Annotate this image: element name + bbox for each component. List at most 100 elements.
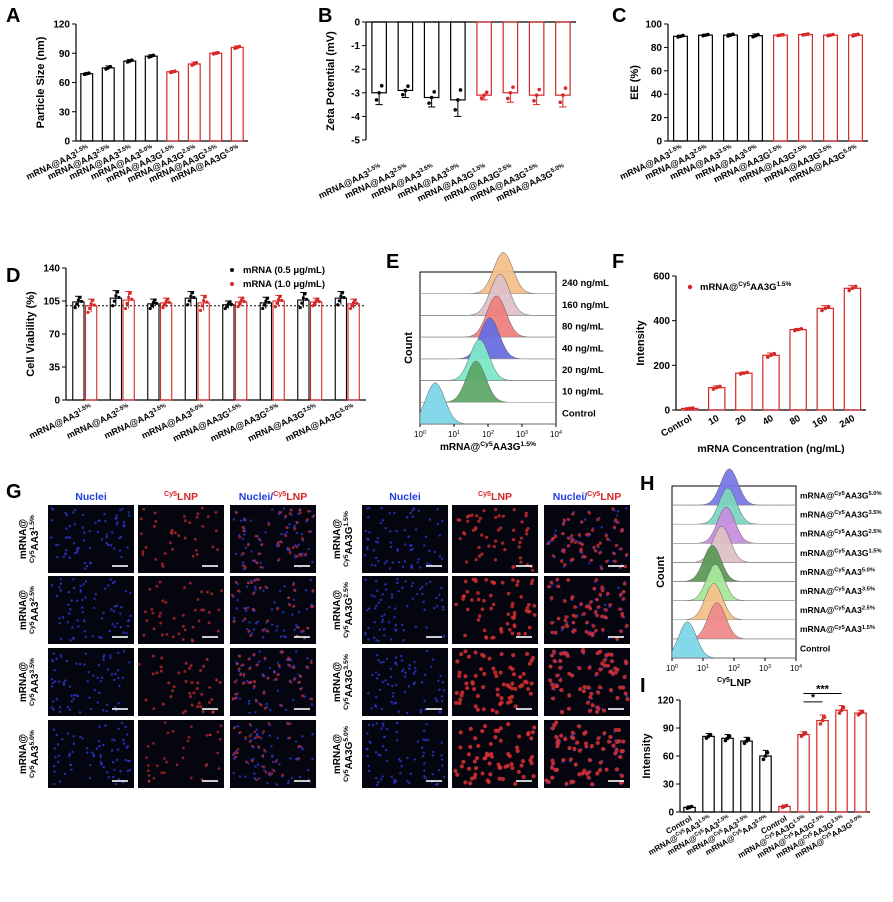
data-point: [115, 290, 120, 294]
nucleus-dot: [395, 730, 398, 733]
lnp-dot: [165, 760, 168, 764]
lnp-dot: [477, 545, 481, 550]
lnp-dot: [295, 554, 299, 558]
lnp-dot: [612, 552, 616, 556]
lnp-dot: [210, 698, 214, 702]
bar: [816, 719, 829, 813]
nucleus-dot: [50, 519, 53, 522]
lnp-dot: [311, 589, 315, 592]
data-point: [117, 295, 121, 300]
nucleus-dot: [102, 658, 105, 662]
nucleus-dot: [65, 513, 69, 517]
nucleus-dot: [259, 561, 262, 565]
lnp-dot: [555, 577, 560, 582]
lnp-dot: [494, 673, 499, 678]
data-point: [756, 32, 760, 37]
data-point: [277, 297, 281, 301]
nucleus-dot: [377, 781, 380, 784]
lnp-dot: [196, 681, 200, 685]
nucleus-dot: [281, 611, 285, 614]
histogram: [671, 583, 797, 621]
lnp-dot: [512, 623, 517, 628]
chart-H: mRNA@Cy5​AA3G5.0%​mRNA@Cy5​AA3G3.5%​mRNA…: [655, 468, 882, 689]
nucleus-dot: [126, 624, 130, 628]
data-point: [350, 304, 354, 308]
nucleus-dot: [403, 543, 407, 546]
nucleus-dot: [238, 775, 242, 778]
lnp-dot: [234, 696, 238, 700]
data-point: [818, 722, 823, 726]
nucleus-dot: [295, 758, 298, 761]
nucleus-dot: [111, 581, 115, 585]
nucleus-dot: [388, 567, 392, 570]
lnp-dot: [152, 742, 155, 745]
lnp-dot: [496, 528, 501, 532]
nucleus-dot: [311, 757, 314, 761]
nucleus-dot: [69, 608, 72, 611]
nucleus-dot: [421, 585, 424, 589]
lnp-dot: [259, 565, 263, 569]
nucleus-dot: [583, 518, 587, 521]
lnp-dot: [163, 757, 166, 760]
lnp-dot: [191, 639, 195, 643]
data-point: [403, 88, 408, 93]
nucleus-dot: [247, 699, 251, 703]
nucleus-dot: [588, 561, 591, 565]
nucleus-dot: [53, 669, 56, 672]
x-tick-label: 40: [761, 413, 776, 428]
lnp-dot: [532, 725, 537, 730]
lnp-dot: [608, 603, 613, 607]
lnp-dot: [468, 781, 473, 786]
lnp-dot: [511, 653, 516, 658]
lnp-dot: [511, 528, 516, 532]
nucleus-dot: [625, 507, 628, 510]
nucleus-dot: [242, 561, 245, 564]
lnp-dot: [295, 545, 299, 549]
lnp-dot: [252, 684, 256, 688]
lnp-dot: [143, 610, 147, 614]
nucleus-dot: [301, 748, 304, 751]
nucleus-dot: [366, 546, 369, 549]
nucleus-dot: [248, 621, 251, 624]
nucleus-dot: [441, 605, 445, 609]
nucleus-dot: [93, 597, 96, 601]
lnp-dot: [247, 629, 251, 633]
lnp-dot: [589, 743, 594, 749]
lnp-dot: [139, 532, 143, 536]
nucleus-dot: [366, 537, 369, 541]
nucleus-dot: [269, 774, 272, 777]
bar: [762, 354, 780, 411]
nucleus-dot: [79, 735, 82, 738]
lnp-dot: [480, 652, 485, 657]
nucleus-dot: [271, 754, 274, 757]
lnp-dot: [267, 523, 271, 526]
nucleus-dot: [124, 725, 127, 729]
lnp-dot: [499, 700, 504, 705]
lnp-dot: [549, 765, 555, 770]
data-point: [379, 83, 384, 88]
bar: [84, 305, 98, 401]
nucleus-dot: [81, 513, 85, 517]
lnp-dot: [485, 778, 490, 783]
x-tick-label: 103​: [516, 430, 528, 439]
nucleus-dot: [115, 758, 119, 761]
data-point: [154, 301, 159, 305]
lnp-dot: [201, 710, 205, 714]
lnp-dot: [200, 608, 204, 612]
nucleus-dot: [367, 764, 370, 768]
nucleus-dot: [73, 508, 77, 512]
data-point: [162, 303, 167, 307]
lnp-dot: [477, 519, 481, 523]
nucleus-dot: [53, 747, 56, 750]
lnp-dot: [152, 627, 156, 631]
lnp-dot: [499, 652, 504, 657]
nucleus-dot: [416, 561, 420, 564]
nucleus-dot: [87, 670, 90, 674]
nucleus-dot: [284, 708, 288, 712]
nucleus-dot: [383, 613, 386, 616]
lnp-dot: [493, 507, 498, 512]
lnp-dot: [551, 554, 555, 558]
lnp-dot: [473, 766, 479, 771]
nucleus-dot: [400, 659, 404, 662]
